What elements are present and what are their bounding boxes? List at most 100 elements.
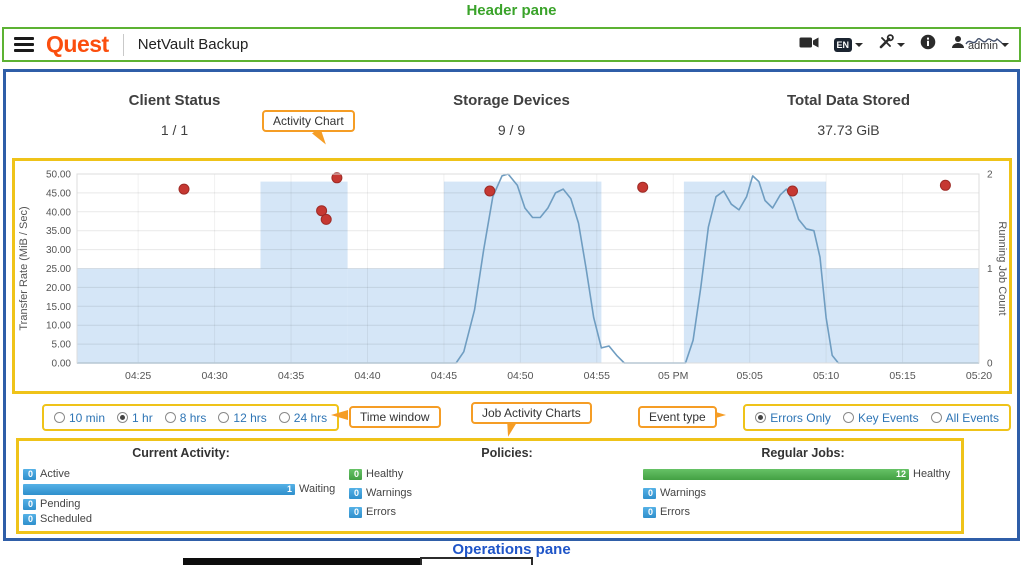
current-activity-title: Current Activity: <box>132 446 230 460</box>
tools-icon <box>878 34 894 55</box>
svg-text:35.00: 35.00 <box>46 226 71 237</box>
activity-bar-label: Healthy <box>366 468 404 480</box>
job-activity-charts: Current Activity: 0 Active 1 Waiting 0 Pendin… <box>16 438 964 534</box>
current-activity-group: Current Activity: 0 Active 1 Waiting 0 Pendin… <box>23 446 339 528</box>
activity-bar-label: Waiting <box>299 483 336 495</box>
activity-bar-row-healthy: 0 Healthy <box>349 468 665 480</box>
operations-pane-annotation: Operations pane <box>452 541 571 558</box>
info-icon[interactable] <box>920 34 936 55</box>
svg-text:2: 2 <box>987 170 993 181</box>
radio-circle[interactable] <box>278 412 290 423</box>
event-type-callout-tail <box>709 410 726 420</box>
radio-label: Errors Only <box>770 410 831 425</box>
video-camera-icon[interactable] <box>799 36 819 54</box>
activity-bar-row-active: 0 Active <box>23 468 339 480</box>
window-edge-fragment <box>420 557 533 565</box>
operations-pane: Client Status 1 / 1 Storage Devices 9 / … <box>3 69 1020 541</box>
time-window-callout-tail <box>331 410 348 420</box>
event-type-group: Errors Only Key Events All Events <box>743 404 1011 431</box>
event-type-callout: Event type <box>638 406 717 428</box>
svg-text:05:15: 05:15 <box>889 370 915 382</box>
activity-bar-row-pending: 0 Pending <box>23 498 339 510</box>
activity-bar: 0 <box>23 468 36 480</box>
time-window-radio-1-hr[interactable]: 1 hr <box>117 411 153 425</box>
radio-label: All Events <box>945 410 999 425</box>
client-status-value: 1 / 1 <box>160 122 189 138</box>
svg-text:05:10: 05:10 <box>813 370 839 382</box>
radio-label: 1 hr <box>132 410 153 425</box>
activity-bar-label: Active <box>40 468 70 480</box>
chevron-down-icon <box>897 42 906 47</box>
activity-bar: 0 <box>349 468 362 480</box>
time-window-radio-12-hrs[interactable]: 12 hrs <box>218 410 267 425</box>
svg-text:04:45: 04:45 <box>431 370 457 382</box>
header-bar: Quest NetVault Backup EN <box>2 27 1021 62</box>
taskbar-fragment <box>183 558 421 565</box>
menu-icon[interactable] <box>14 37 34 52</box>
radio-circle[interactable] <box>164 412 176 423</box>
activity-bar-row-waiting: 1 Waiting <box>23 483 339 495</box>
header-pane-annotation: Header pane <box>466 2 557 19</box>
policies-title: Policies: <box>481 446 533 460</box>
radio-circle[interactable] <box>117 412 129 423</box>
total-data-stored-stat: Total Data Stored 37.73 GiB <box>680 92 1017 138</box>
activity-bar-row-errors: 0 Errors <box>643 506 963 518</box>
policies-group: Policies: 0 Healthy 0 Warnings 0 Errors <box>349 446 665 525</box>
app-title: NetVault Backup <box>137 36 249 53</box>
regular-jobs-title: Regular Jobs: <box>761 446 845 460</box>
radio-label: 24 hrs <box>293 410 328 425</box>
storage-devices-value: 9 / 9 <box>497 122 526 138</box>
svg-text:04:35: 04:35 <box>278 370 304 382</box>
svg-text:04:40: 04:40 <box>354 370 380 382</box>
tools-menu[interactable] <box>878 34 906 55</box>
svg-text:40.00: 40.00 <box>46 207 71 218</box>
radio-label: Key Events <box>857 410 919 425</box>
event-type-radio-all-events[interactable]: All Events <box>930 410 999 425</box>
time-window-radio-24-hrs[interactable]: 24 hrs <box>278 410 328 425</box>
radio-circle[interactable] <box>54 412 65 423</box>
svg-text:20.00: 20.00 <box>46 283 71 294</box>
activity-bar: 0 <box>643 506 656 518</box>
activity-bar: 1 <box>23 483 295 495</box>
chevron-down-icon <box>1001 42 1009 47</box>
radio-label: 10 min <box>69 410 106 425</box>
user-icon <box>951 35 965 54</box>
radio-label: 8 hrs <box>179 410 207 425</box>
activity-bar: 0 <box>349 487 362 499</box>
activity-bar: 0 <box>23 513 36 525</box>
summary-row: Client Status 1 / 1 Storage Devices 9 / … <box>6 92 1017 138</box>
activity-chart: 0.00 5.00 10.00 15.00 20.00 25.00 30.00 35.00 40… <box>12 158 1012 394</box>
svg-text:10.00: 10.00 <box>46 321 71 332</box>
svg-text:04:30: 04:30 <box>201 370 227 382</box>
svg-text:04:55: 04:55 <box>584 370 610 382</box>
activity-chart-svg: 0.00 5.00 10.00 15.00 20.00 25.00 30.00 35.00 40… <box>18 170 1008 383</box>
radio-circle[interactable] <box>218 412 230 423</box>
client-status-label: Client Status <box>128 92 221 109</box>
activity-bar-label: Errors <box>660 506 690 518</box>
svg-text:Transfer Rate (MiB / Sec): Transfer Rate (MiB / Sec) <box>18 206 30 330</box>
client-status-stat: Client Status 1 / 1 <box>6 92 343 138</box>
svg-text:Running Job Count: Running Job Count <box>996 221 1008 315</box>
event-type-radio-key-events[interactable]: Key Events <box>842 410 919 425</box>
user-menu[interactable]: admin <box>951 35 1009 54</box>
radio-circle[interactable] <box>842 412 854 423</box>
activity-bar-row-warnings: 0 Warnings <box>643 487 963 499</box>
activity-bar-label: Errors <box>366 506 396 518</box>
activity-bar: 12 <box>643 468 909 480</box>
radio-circle[interactable] <box>755 412 767 423</box>
total-data-stored-label: Total Data Stored <box>786 92 911 109</box>
radio-label: 12 hrs <box>233 410 267 425</box>
svg-text:5.00: 5.00 <box>52 340 72 351</box>
storage-devices-stat: Storage Devices 9 / 9 <box>343 92 680 138</box>
quest-logo[interactable]: Quest <box>46 31 109 57</box>
event-type-radio-errors-only[interactable]: Errors Only <box>755 411 831 425</box>
header-divider <box>122 33 124 56</box>
language-menu[interactable]: EN <box>833 37 864 52</box>
radio-circle[interactable] <box>930 412 942 423</box>
language-badge: EN <box>833 37 853 52</box>
activity-bar-row-warnings: 0 Warnings <box>349 487 665 499</box>
svg-text:1: 1 <box>987 264 993 275</box>
time-window-radio-10-min[interactable]: 10 min <box>54 411 105 425</box>
time-window-radio-8-hrs[interactable]: 8 hrs <box>164 410 207 425</box>
chevron-down-icon <box>855 42 864 47</box>
